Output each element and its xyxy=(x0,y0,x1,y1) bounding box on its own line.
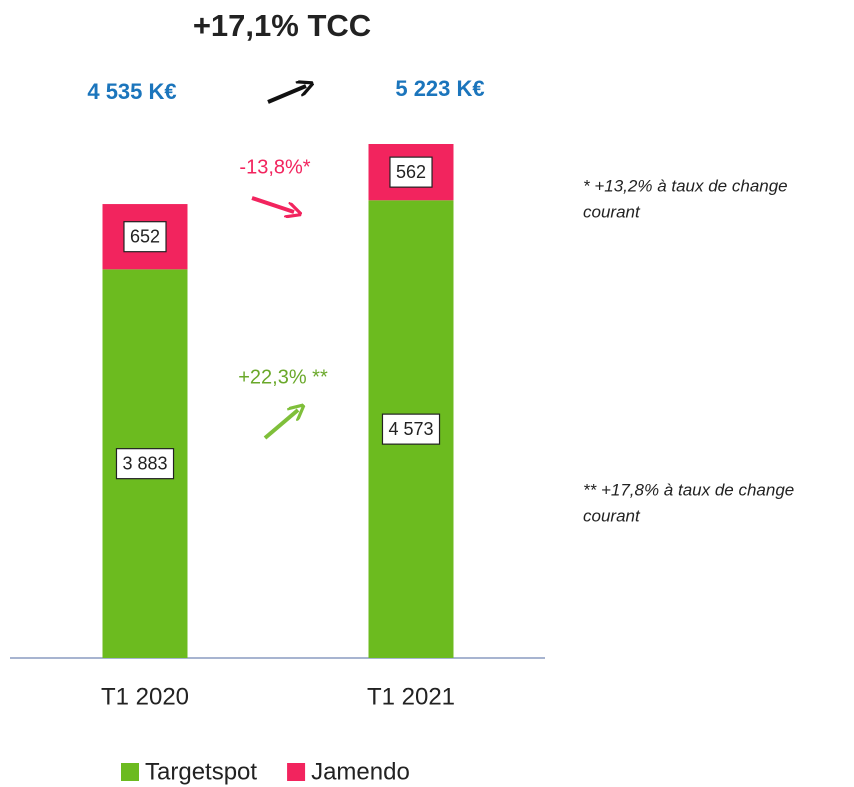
data-label: 652 xyxy=(130,226,160,246)
data-label: 4 573 xyxy=(388,419,433,439)
arrow xyxy=(267,86,306,104)
label-box xyxy=(115,448,175,480)
legend-swatch xyxy=(121,763,139,781)
annotation: -13,8%* xyxy=(239,156,310,178)
legend-label: Jamendo xyxy=(311,758,410,785)
footnote: * +13,2% à taux de change xyxy=(583,176,788,195)
legend-swatch xyxy=(287,763,306,781)
footnote: courant xyxy=(583,202,641,221)
label-box xyxy=(389,156,433,188)
label-box xyxy=(381,413,441,445)
x-tick-label: T1 2021 xyxy=(367,683,455,710)
footnote: courant xyxy=(583,506,641,525)
label-box xyxy=(123,221,167,253)
legend-label: Targetspot xyxy=(145,758,257,785)
x-tick-label: T1 2020 xyxy=(101,683,189,710)
chart-title: +17,1% TCC xyxy=(193,8,371,43)
arrow xyxy=(263,410,298,440)
arrow xyxy=(251,196,294,212)
total-label: 4 535 K€ xyxy=(87,79,176,104)
total-label: 5 223 K€ xyxy=(395,76,484,101)
data-label: 3 883 xyxy=(122,453,167,473)
data-label: 562 xyxy=(396,162,426,182)
annotation: +22,3% ** xyxy=(238,366,328,388)
footnote: ** +17,8% à taux de change xyxy=(583,480,794,499)
